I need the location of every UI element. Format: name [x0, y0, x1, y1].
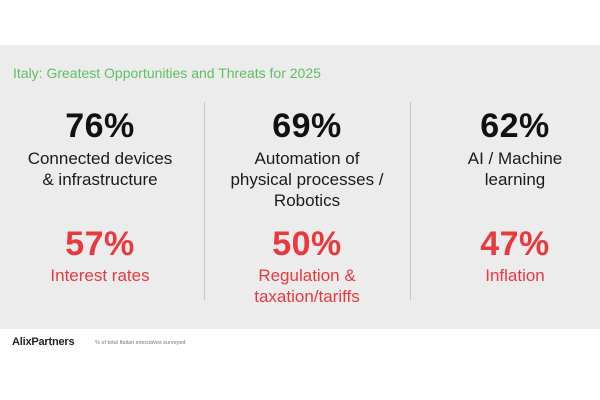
label-line: AI / Machine	[467, 149, 563, 168]
label-line: Automation of	[254, 149, 360, 168]
threat-label: Regulation & taxation/tariffs	[207, 265, 407, 307]
column-3: 62% AI / Machine learning 47% Inflation	[400, 45, 600, 329]
label-line: Robotics	[273, 191, 341, 210]
threat-percent: 47%	[480, 225, 550, 263]
slide-title: Italy: Greatest Opportunities and Threat…	[13, 65, 321, 81]
column-1: 76% Connected devices & infrastructure 5…	[0, 45, 200, 329]
label-line: Interest rates	[50, 266, 150, 285]
opportunity-label: Automation of physical processes / Robot…	[207, 148, 407, 211]
brand-logo: AlixPartners	[12, 336, 75, 348]
opportunity-percent: 62%	[480, 107, 550, 145]
threat-label: Interest rates	[0, 265, 200, 286]
column-divider	[410, 102, 411, 300]
threat-percent: 50%	[272, 225, 342, 263]
column-2: 69% Automation of physical processes / R…	[200, 45, 400, 329]
opportunity-label: Connected devices & infrastructure	[0, 148, 200, 190]
column-divider	[204, 102, 205, 300]
threat-label: Inflation	[415, 265, 600, 286]
opportunity-percent: 76%	[65, 107, 135, 145]
label-line: Inflation	[485, 266, 545, 285]
label-line: learning	[484, 170, 546, 189]
threat-percent: 57%	[65, 225, 135, 263]
content-panel: Italy: Greatest Opportunities and Threat…	[0, 45, 600, 329]
opportunity-label: AI / Machine learning	[415, 148, 600, 190]
label-line: physical processes /	[230, 170, 384, 189]
label-line: Regulation &	[258, 266, 356, 285]
label-line: taxation/tariffs	[254, 287, 360, 306]
label-line: Connected devices	[27, 149, 173, 168]
opportunity-percent: 69%	[272, 107, 342, 145]
label-line: & infrastructure	[42, 170, 158, 189]
footnote: % of total Italian executives surveyed	[95, 340, 186, 346]
